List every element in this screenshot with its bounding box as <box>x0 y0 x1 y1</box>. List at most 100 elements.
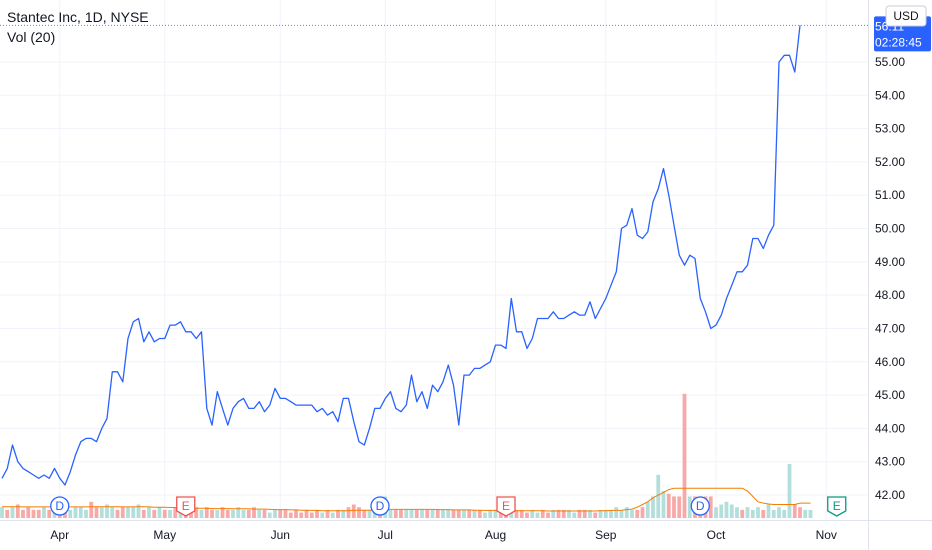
volume-bar <box>294 509 298 518</box>
earnings-marker[interactable] <box>176 496 196 517</box>
volume-bar <box>136 504 141 518</box>
volume-bar <box>472 509 477 518</box>
currency-button[interactable] <box>885 5 927 27</box>
x-axis-tick-label: May <box>153 528 176 542</box>
y-axis-tick-label: 53.00 <box>875 122 905 136</box>
volume-bar <box>420 509 424 518</box>
volume-bar <box>351 504 356 518</box>
volume-bar <box>215 509 220 518</box>
volume-bar <box>131 507 136 518</box>
volume-bar <box>189 509 193 518</box>
y-axis-tick-label: 54.00 <box>875 88 905 102</box>
volume-bar <box>493 509 498 518</box>
volume-bar <box>456 509 461 518</box>
volume-bar <box>315 509 319 518</box>
dividend-marker[interactable] <box>370 496 390 516</box>
dividend-marker[interactable] <box>690 496 710 516</box>
volume-bar <box>593 512 598 518</box>
volume-bar <box>325 509 330 518</box>
volume-bar <box>435 509 440 518</box>
volume-bar <box>514 509 519 518</box>
volume-bar <box>724 501 729 518</box>
volume-bar <box>309 512 314 518</box>
volume-bar <box>283 509 288 518</box>
volume-bar <box>241 509 246 518</box>
earnings-marker[interactable] <box>827 496 847 517</box>
volume-bar <box>630 509 634 518</box>
volume-bar <box>488 509 493 518</box>
x-axis-tick-label: Apr <box>50 528 69 542</box>
volume-bar <box>640 507 645 518</box>
volume-bar <box>766 504 771 518</box>
volume-bar <box>31 509 36 518</box>
symbol-title[interactable]: Stantec Inc, 1D, NYSE <box>7 9 149 25</box>
volume-bar <box>556 509 561 518</box>
volume-bar <box>619 509 624 518</box>
volume-bar <box>509 509 514 518</box>
x-axis-tick-label: Aug <box>485 528 506 542</box>
volume-bar <box>105 504 109 518</box>
volume-bar <box>682 393 687 518</box>
volume-bar <box>236 507 241 518</box>
volume-bar <box>10 507 15 518</box>
volume-bar <box>362 509 367 518</box>
volume-bar <box>561 509 566 518</box>
volume-bar <box>0 507 4 518</box>
volume-bar <box>178 509 183 518</box>
volume-bar <box>656 474 661 518</box>
y-axis-tick-label: 45.00 <box>875 388 905 402</box>
volume-bar <box>162 509 167 518</box>
volume-bar <box>446 509 451 518</box>
volume-bar <box>535 512 540 518</box>
volume-bar <box>94 507 99 518</box>
volume-bar <box>36 509 41 518</box>
volume-bar <box>719 504 724 518</box>
volume-bar <box>5 509 10 518</box>
earnings-marker[interactable] <box>496 496 516 517</box>
volume-bar <box>462 509 466 518</box>
volume-bar <box>483 512 487 518</box>
dividend-marker[interactable] <box>50 496 70 516</box>
volume-bar <box>441 509 445 518</box>
volume-bar <box>666 493 671 518</box>
volume-bar <box>330 512 335 518</box>
volume-bar <box>661 491 666 518</box>
y-axis-tick-label: 55.00 <box>875 55 905 69</box>
volume-bar <box>745 507 750 518</box>
volume-bar <box>141 509 146 518</box>
volume-bar <box>572 512 577 518</box>
volume-bar <box>115 509 120 518</box>
volume-bar <box>225 509 230 518</box>
y-axis-tick-label: 44.00 <box>875 421 905 435</box>
volume-bar <box>278 509 283 518</box>
volume-bar <box>89 501 94 518</box>
volume-bar <box>588 509 592 518</box>
volume-bar <box>624 507 629 518</box>
volume-bar <box>68 509 73 518</box>
volume-bar <box>267 512 272 518</box>
volume-bar <box>388 509 393 518</box>
volume-bar <box>409 509 414 518</box>
volume-bar <box>803 509 808 518</box>
volume-bar <box>157 507 162 518</box>
volume-indicator-label[interactable]: Vol (20) <box>7 29 56 45</box>
volume-bar <box>525 512 529 518</box>
volume-bar <box>194 507 199 518</box>
volume-bar <box>750 509 755 518</box>
x-axis-tick-label: Oct <box>707 528 726 542</box>
volume-bar <box>320 512 325 518</box>
volume-bar <box>73 507 78 518</box>
volume-bar <box>199 509 204 518</box>
volume-bar <box>252 507 256 518</box>
volume-bar <box>598 509 603 518</box>
volume-bar <box>126 507 130 518</box>
volume-bar <box>740 509 745 518</box>
volume-bar <box>220 507 225 518</box>
y-axis-tick-label: 49.00 <box>875 255 905 269</box>
volume-bar <box>78 507 83 518</box>
volume-bar <box>273 509 277 518</box>
price-line[interactable] <box>1 25 801 486</box>
x-axis-tick-label: Nov <box>816 528 837 542</box>
